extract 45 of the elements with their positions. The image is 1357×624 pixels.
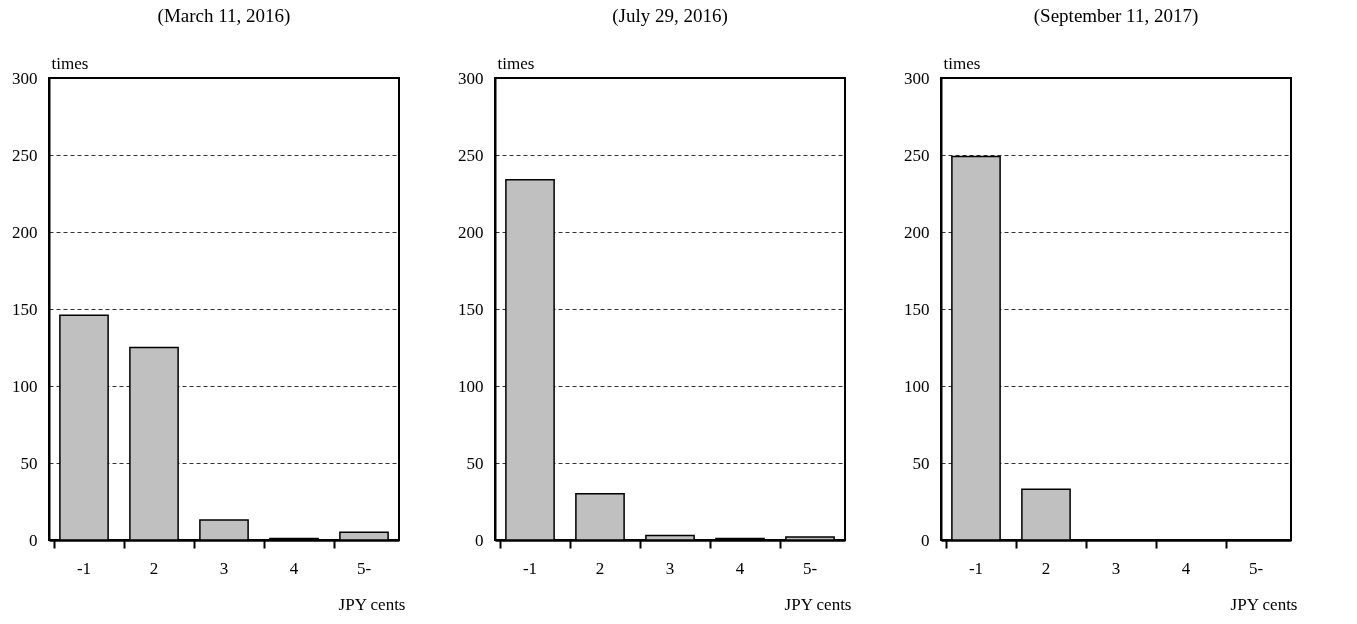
y-tick-label: 200 (12, 222, 38, 242)
chart-title: (March 11, 2016) (157, 5, 291, 27)
chart-title: (July 29, 2016) (612, 5, 728, 27)
y-tick-label: 150 (904, 299, 930, 319)
x-tick-label: 3 (1111, 558, 1121, 578)
y-tick-label: 300 (458, 68, 484, 88)
y-axis-title: times (51, 53, 89, 73)
x-tick-label: 4 (289, 558, 299, 578)
chart-title: (September 11, 2017) (1033, 5, 1199, 27)
y-tick-label: 150 (458, 299, 484, 319)
y-tick-label: 50 (912, 453, 930, 473)
y-tick-label: 250 (458, 145, 484, 165)
y-tick-label: 150 (12, 299, 38, 319)
y-tick-label: 50 (20, 453, 38, 473)
y-tick-label: 250 (904, 145, 930, 165)
y-tick-label: 0 (475, 530, 484, 550)
x-tick-label: -1 (968, 558, 984, 578)
x-tick-label: -1 (522, 558, 538, 578)
y-tick-label: 100 (12, 376, 38, 396)
x-tick-label: 4 (1181, 558, 1191, 578)
x-axis-title: JPY cents (1230, 594, 1298, 614)
y-tick-label: 200 (904, 222, 930, 242)
y-tick-label: 300 (904, 68, 930, 88)
x-tick-label: 2 (149, 558, 159, 578)
x-tick-label: 4 (735, 558, 745, 578)
x-tick-label: 5- (356, 558, 372, 578)
y-axis-title: times (943, 53, 981, 73)
x-tick-label: -1 (76, 558, 92, 578)
x-tick-label: 3 (665, 558, 675, 578)
y-tick-label: 0 (29, 530, 38, 550)
y-tick-label: 250 (12, 145, 38, 165)
x-axis-title: JPY cents (338, 594, 406, 614)
y-tick-label: 50 (466, 453, 484, 473)
y-tick-label: 0 (921, 530, 930, 550)
x-tick-label: 5- (1248, 558, 1264, 578)
y-tick-label: 100 (458, 376, 484, 396)
y-tick-label: 200 (458, 222, 484, 242)
y-tick-label: 100 (904, 376, 930, 396)
x-tick-label: 5- (802, 558, 818, 578)
x-tick-label: 2 (595, 558, 605, 578)
x-axis-title: JPY cents (784, 594, 852, 614)
y-tick-label: 300 (12, 68, 38, 88)
x-tick-label: 2 (1041, 558, 1051, 578)
y-axis-title: times (497, 53, 535, 73)
x-tick-label: 3 (219, 558, 229, 578)
